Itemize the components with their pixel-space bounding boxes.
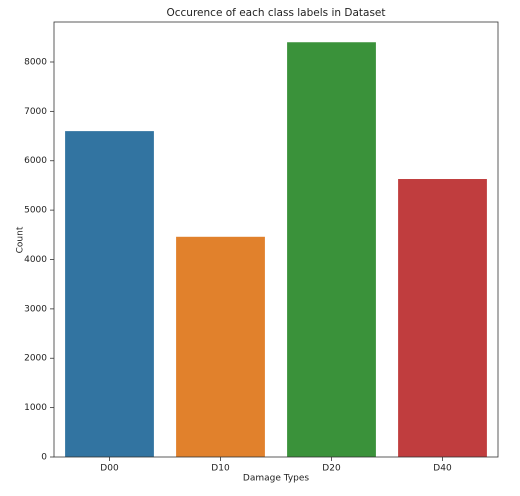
y-tick-label: 2000 [24,354,47,364]
x-tick-label: D20 [322,464,341,474]
y-tick-label: 3000 [24,304,47,314]
y-tick-label: 8000 [24,57,47,67]
y-tick-label: 6000 [24,156,47,166]
y-tick-label: 5000 [24,206,47,216]
x-tick-label: D40 [433,464,452,474]
y-tick-label: 7000 [24,107,47,117]
y-axis-label: Count [16,226,26,253]
y-tick-label: 0 [41,453,47,463]
y-tick-label: 1000 [24,403,47,413]
x-axis-label: Damage Types [243,474,310,484]
y-tick-label: 4000 [24,255,47,265]
x-tick-label: D10 [211,464,230,474]
bar [65,131,154,458]
bar [287,42,376,457]
x-tick-label: D00 [100,464,119,474]
chart-title: Occurence of each class labels in Datase… [167,7,386,19]
bar [398,179,487,457]
axes-frame [53,21,499,458]
bar [176,236,265,457]
